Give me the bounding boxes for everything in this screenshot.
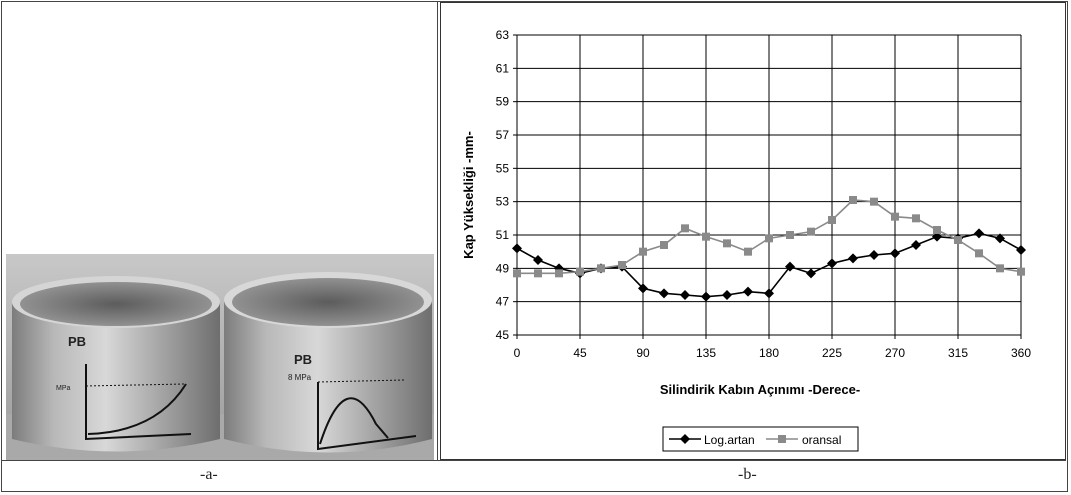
data-point-diamond [974, 228, 984, 239]
y-tick-label: 55 [496, 161, 510, 175]
right-cup-sub: 8 MPa [288, 373, 312, 382]
data-point-diamond [827, 258, 837, 269]
data-point-square [786, 231, 794, 239]
data-point-diamond [722, 290, 732, 300]
data-point-square [555, 269, 563, 278]
data-point-square [807, 227, 815, 236]
caption-b: -b- [738, 466, 757, 483]
data-point-square [870, 197, 878, 206]
data-point-square [891, 212, 899, 221]
legend-marker-square [778, 435, 786, 443]
data-point-square [534, 269, 542, 278]
y-tick-label: 47 [496, 295, 510, 309]
data-point-diamond [932, 231, 942, 242]
x-tick-label: 135 [696, 346, 716, 360]
data-point-square [723, 239, 731, 248]
data-point-square [996, 264, 1004, 273]
data-point-diamond [848, 253, 858, 264]
x-tick-label: 225 [822, 346, 842, 360]
data-point-square [618, 261, 626, 269]
panel-b: 45 47 49 51 53 55 57 59 61 63 0 45 90 135 180 225 270 31… [440, 2, 1066, 460]
x-tick-label: 45 [573, 346, 587, 360]
cups-photo: PB MPa PB 8 MPa [6, 254, 434, 460]
data-point-square [849, 196, 857, 204]
y-tick-label: 57 [496, 128, 510, 142]
data-point-diamond [869, 250, 879, 260]
panel-a: PB MPa PB 8 MPa [2, 2, 438, 460]
y-tick-label: 53 [496, 195, 510, 209]
data-point-diamond [701, 291, 711, 302]
data-point-square [744, 247, 752, 256]
data-point-square [933, 226, 941, 234]
y-tick-label: 45 [496, 328, 510, 342]
data-point-square [639, 247, 647, 256]
data-point-diamond [785, 261, 795, 272]
x-tick-label: 270 [885, 346, 905, 360]
data-point-diamond [533, 255, 543, 265]
data-point-diamond [659, 288, 669, 299]
data-point-diamond [995, 233, 1005, 244]
caption-divider [2, 460, 1066, 461]
y-tick-label: 63 [496, 28, 510, 42]
legend-label-oransal: oransal [802, 433, 841, 447]
y-axis-label: Kap Yüksekliği -mm- [461, 131, 476, 259]
legend-label-log: Log.artan [704, 433, 755, 447]
data-point-square [765, 234, 773, 243]
legend-box [662, 426, 859, 452]
x-tick-label: 315 [948, 346, 968, 360]
height-chart: 45 47 49 51 53 55 57 59 61 63 0 45 90 135 180 225 270 31… [461, 28, 1032, 452]
data-point-diamond [743, 286, 753, 297]
left-cup-label: PB [68, 334, 86, 349]
x-tick-label: 90 [636, 346, 650, 360]
data-point-square [912, 214, 920, 223]
caption-a: -a- [200, 466, 218, 483]
y-tick-label: 51 [496, 228, 510, 242]
x-tick-label: 0 [514, 346, 521, 360]
data-point-square [660, 241, 668, 249]
data-point-diamond [680, 290, 690, 300]
data-point-diamond [911, 240, 921, 250]
data-point-diamond [1016, 245, 1026, 255]
y-tick-label: 59 [496, 95, 510, 109]
data-point-diamond [890, 248, 900, 259]
data-point-square [702, 232, 710, 241]
data-point-diamond [806, 268, 816, 279]
series-lines [512, 196, 1026, 302]
x-tick-labels: 0 45 90 135 180 225 270 315 360 [514, 346, 1032, 360]
data-point-square [975, 249, 983, 258]
data-point-square [954, 236, 962, 244]
data-point-square [576, 267, 584, 276]
legend-marker-diamond [680, 434, 690, 444]
data-point-square [513, 269, 521, 278]
x-tick-label: 180 [759, 346, 779, 360]
right-cup-label: PB [294, 352, 312, 367]
data-point-diamond [512, 243, 522, 254]
x-tick-label: 360 [1011, 346, 1031, 360]
left-cup: PB MPa [12, 276, 220, 452]
data-point-square [1017, 267, 1025, 276]
data-point-square [828, 216, 836, 224]
data-point-diamond [638, 283, 648, 294]
left-cup-sub: MPa [56, 385, 71, 392]
data-point-square [597, 264, 605, 273]
legend: Log.artan oransal [662, 426, 859, 452]
right-cup: PB 8 MPa [224, 272, 432, 453]
y-tick-labels: 45 47 49 51 53 55 57 59 61 63 [496, 28, 510, 342]
data-point-diamond [764, 288, 774, 299]
y-tick-label: 49 [496, 261, 510, 275]
x-axis-label: Silindirik Kabın Açınımı -Derece- [660, 382, 860, 397]
y-tick-label: 61 [496, 61, 510, 75]
data-point-square [681, 224, 689, 233]
